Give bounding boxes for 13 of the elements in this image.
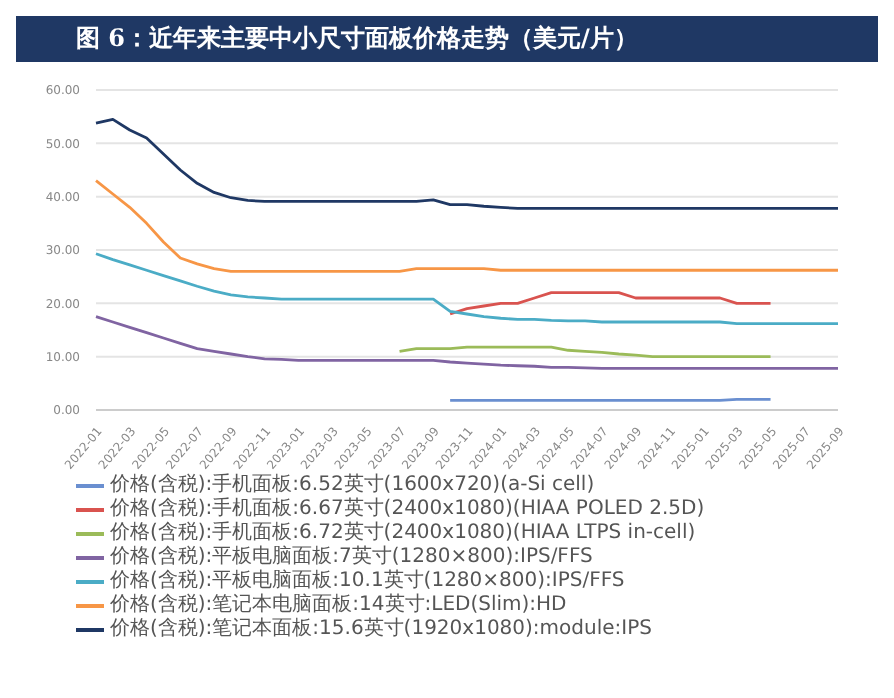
line-series	[94, 179, 840, 273]
legend-label: 价格(含税):平板电脑面板:10.1英寸(1280×800):IPS/FFS	[110, 570, 625, 593]
legend-label: 价格(含税):手机面板:6.52英寸(1600x720)(a-Si cell)	[110, 474, 595, 497]
legend-label: 价格(含税):笔记本面板:15.6英寸(1920x1080):module:IPS	[110, 618, 652, 642]
line-series	[94, 117, 840, 210]
line-series	[94, 252, 840, 325]
line-series	[448, 291, 772, 316]
chart-title: 图 6：近年来主要中小尺寸面板价格走势（美元/片）	[16, 16, 878, 62]
line-series	[94, 315, 840, 370]
legend-label: 价格(含税):手机面板:6.72英寸(2400x1080)(HIAA LTPS in-cell)	[110, 522, 696, 545]
legend-label: 价格(含税):笔记本电脑面板:14英寸:LED(Slim):HD	[110, 594, 567, 617]
legend-label: 价格(含税):手机面板:6.67英寸(2400x1080)(HIAA POLED 2.5D)	[110, 498, 705, 521]
legend-label: 价格(含税):平板电脑面板:7英寸(1280×800):IPS/FFS	[110, 546, 593, 569]
